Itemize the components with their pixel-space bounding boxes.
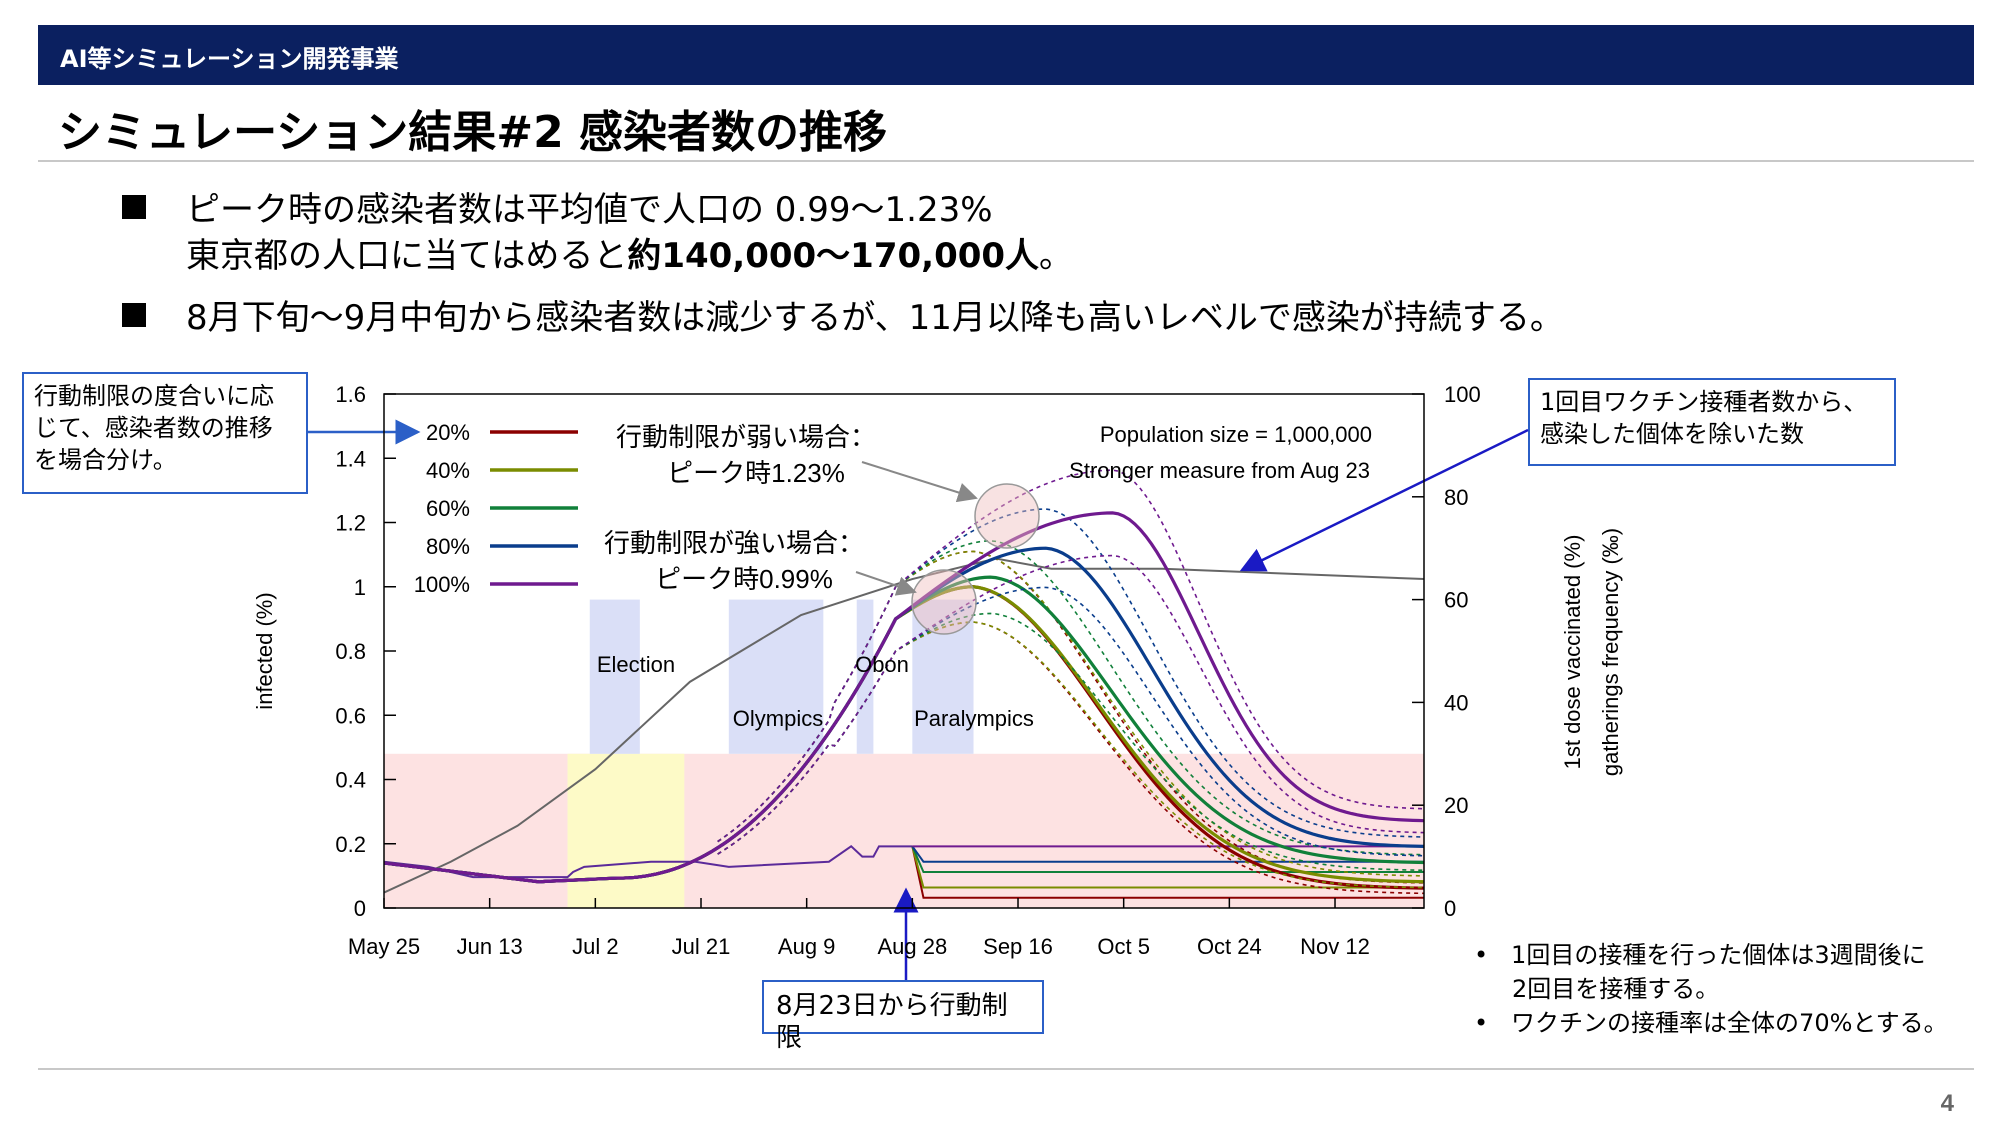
series-line-100pct	[383, 511, 1425, 884]
y-tick-label: 0.8	[335, 639, 366, 664]
x-tick-label: Jun 13	[457, 934, 523, 959]
y-tick-label: 1.6	[335, 382, 366, 407]
y2-tick-label: 0	[1444, 896, 1456, 921]
bullet-1-line2-suffix: 。	[1039, 236, 1074, 276]
event-band	[728, 599, 824, 754]
callout-right: 1回目ワクチン接種者数から、感染した個体を除いた数	[1528, 378, 1896, 466]
x-tick-label: Sep 16	[983, 934, 1053, 959]
x-tick-label: Aug 28	[877, 934, 947, 959]
population-annotation: Population size = 1,000,000	[1100, 422, 1372, 447]
series-lower-band	[717, 621, 1425, 889]
series-upper-band	[717, 469, 1425, 843]
x-tick-label: Jul 2	[572, 934, 618, 959]
bullet-square-icon	[122, 303, 146, 327]
callout-bottom: 8月23日から行動制限	[762, 980, 1044, 1053]
footnote-1b: 2回目を接種する。	[1512, 975, 1720, 1003]
bullet-1-line2: 東京都の人口に当てはめると約140,000〜170,000人。	[186, 228, 1073, 277]
x-tick-label: Nov 12	[1300, 934, 1370, 959]
weak-arrow	[861, 461, 978, 503]
event-label: Paralympics	[914, 706, 1034, 731]
peak-circle-weak	[974, 483, 1040, 549]
page-number: 4	[1940, 1090, 1954, 1117]
y2-tick-label: 20	[1444, 793, 1468, 818]
y-tick-label: 0.2	[335, 832, 366, 857]
x-tick-label: Aug 9	[778, 934, 836, 959]
y-tick-label: 1.2	[335, 511, 366, 536]
x-tick-label: Jul 21	[672, 934, 731, 959]
series-lower-band	[717, 621, 1425, 895]
event-label: Obon	[855, 652, 909, 677]
footnote-2-text: ワクチンの接種率は全体の70%とする。	[1511, 1009, 1948, 1037]
event-band	[589, 599, 640, 754]
series-lower-band	[717, 554, 1425, 855]
footer-divider	[38, 1068, 1974, 1070]
strong-annotation-2: ピーク時0.99%	[655, 564, 833, 594]
measure-annotation: Stronger measure from Aug 23	[1069, 458, 1370, 483]
bullet-1-line1: ピーク時の感染者数は平均値で人口の 0.99〜1.23%	[186, 190, 993, 230]
legend-label: 20%	[426, 420, 470, 445]
event-label: Election	[597, 652, 675, 677]
x-tick-label: May 25	[348, 934, 420, 959]
bullet-2-line1: 8月下旬〜9月中旬から感染者数は減少するが、11月以降も高いレベルで感染が持続す…	[186, 298, 1564, 338]
footnote-1: • 1回目の接種を行った個体は3週間後に	[1474, 941, 1926, 969]
callout-right-arrow	[1239, 428, 1529, 572]
x-tick-label: Oct 5	[1097, 934, 1150, 959]
y2-tick-label: 100	[1444, 382, 1481, 407]
gatherings-line-branch	[911, 845, 1424, 863]
legend-label: 40%	[426, 458, 470, 483]
title-divider	[38, 160, 1974, 162]
legend-label: 80%	[426, 534, 470, 559]
y2-axis-label-2: gatherings frequency (‰)	[1598, 528, 1623, 776]
footnote-2: • ワクチンの接種率は全体の70%とする。	[1474, 1009, 1948, 1037]
y-tick-label: 0.4	[335, 768, 366, 793]
restriction-band-yellow	[567, 753, 685, 908]
event-label: Olympics	[733, 706, 823, 731]
y2-tick-label: 80	[1444, 485, 1468, 510]
y2-tick-label: 60	[1444, 588, 1468, 613]
x-tick-label: Oct 24	[1197, 934, 1262, 959]
bullet-1-line2-prefix: 東京都の人口に当てはめると	[186, 236, 628, 276]
weak-annotation-1: 行動制限が弱い場合：	[616, 422, 876, 452]
gatherings-line-branch	[911, 846, 1424, 889]
bullet-2: 8月下旬〜9月中旬から感染者数は減少するが、11月以降も高いレベルで感染が持続す…	[122, 290, 1564, 339]
strong-arrow	[855, 571, 917, 596]
legend-label: 100%	[414, 572, 470, 597]
y-tick-label: 1.4	[335, 446, 366, 471]
header-bar: AI等シミュレーション開発事業	[38, 25, 1974, 85]
weak-annotation-2: ピーク時1.23%	[667, 458, 845, 488]
y-tick-label: 1	[354, 575, 366, 600]
y2-axis-label-1: 1st dose vaccinated (%)	[1560, 535, 1585, 770]
footnote-1-text: 1回目の接種を行った個体は3週間後に	[1511, 941, 1926, 969]
y2-tick-label: 40	[1444, 690, 1468, 715]
vaccinated-line	[383, 557, 1425, 894]
bullet-1-line2-bold: 約140,000〜170,000人	[627, 236, 1040, 276]
bullet-square-icon	[122, 195, 146, 219]
page-title: シミュレーション結果#2 感染者数の推移	[58, 107, 888, 158]
y-tick-label: 0.6	[335, 703, 366, 728]
strong-annotation-1: 行動制限が強い場合：	[604, 528, 864, 558]
callout-left: 行動制限の度合いに応じて、感染者数の推移を場合分け。	[22, 372, 308, 494]
legend-label: 60%	[426, 496, 470, 521]
y-tick-label: 0	[354, 896, 366, 921]
peak-circle-strong	[911, 569, 977, 635]
org-name: AI等シミュレーション開発事業	[60, 45, 399, 73]
y-axis-label: infected (%)	[252, 592, 277, 709]
bullet-1: ピーク時の感染者数は平均値で人口の 0.99〜1.23%	[122, 182, 993, 231]
